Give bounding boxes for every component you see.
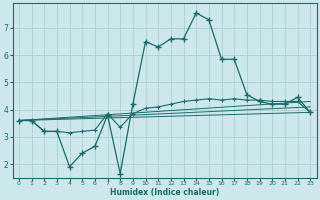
X-axis label: Humidex (Indice chaleur): Humidex (Indice chaleur) [110, 188, 219, 197]
